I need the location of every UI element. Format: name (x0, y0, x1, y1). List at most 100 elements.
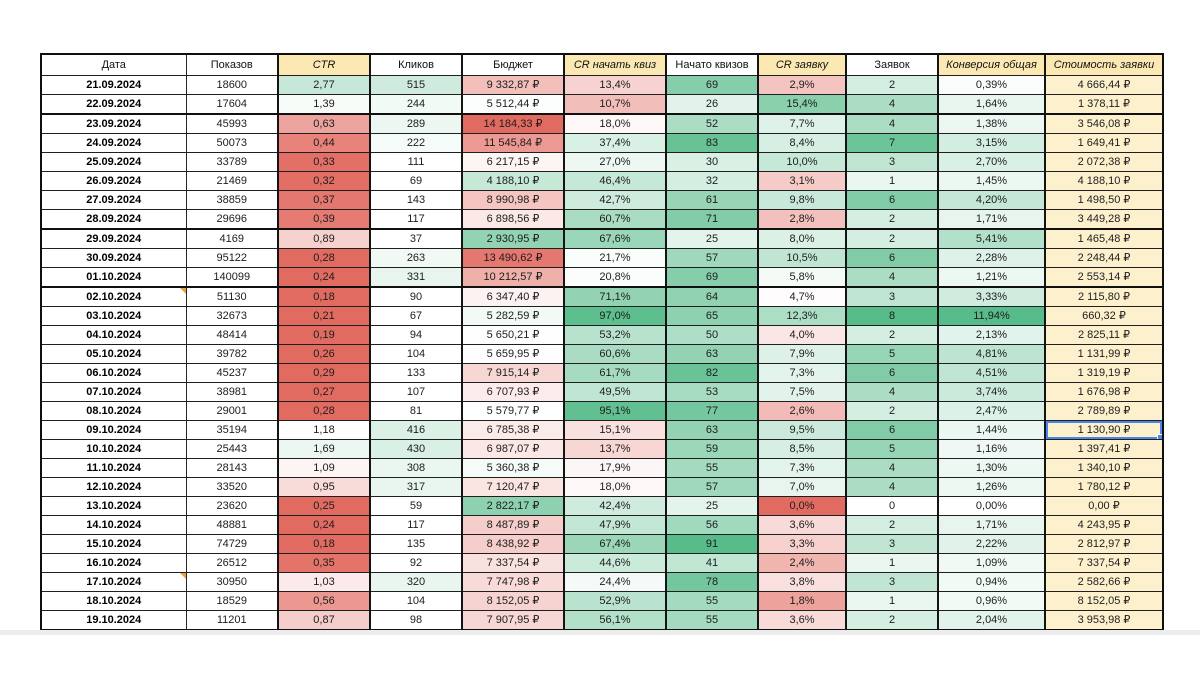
cell-impressions[interactable]: 25443 (186, 439, 279, 459)
cell-cost_per_lead[interactable]: 1 340,10 ₽ (1045, 458, 1164, 478)
cell-cr_quiz_start[interactable]: 21,7% (564, 248, 667, 268)
cell-conversion_total[interactable]: 2,13% (938, 325, 1046, 345)
cell-leads[interactable]: 3 (846, 534, 939, 554)
cell-impressions[interactable]: 33789 (186, 152, 279, 172)
cell-quiz_started[interactable]: 83 (666, 133, 759, 153)
cell-leads[interactable]: 4 (846, 477, 939, 497)
cell-date[interactable]: 16.10.2024 (41, 553, 187, 573)
cell-date[interactable]: 15.10.2024 (41, 534, 187, 554)
cell-budget[interactable]: 7 337,54 ₽ (462, 553, 565, 573)
cell-leads[interactable]: 4 (846, 267, 939, 288)
cell-conversion_total[interactable]: 3,33% (938, 287, 1046, 307)
cell-cost_per_lead[interactable]: 2 812,97 ₽ (1045, 534, 1164, 554)
column-header-leads[interactable]: Заявок (846, 54, 939, 76)
cell-cr_quiz_start[interactable]: 18,0% (564, 477, 667, 497)
cell-quiz_started[interactable]: 30 (666, 152, 759, 172)
cell-cost_per_lead[interactable]: 8 152,05 ₽ (1045, 591, 1164, 611)
cell-ctr[interactable]: 1,18 (278, 420, 371, 440)
cell-date[interactable]: 26.09.2024 (41, 171, 187, 191)
cell-ctr[interactable]: 0,35 (278, 553, 371, 573)
cell-leads[interactable]: 2 (846, 209, 939, 230)
cell-clicks[interactable]: 59 (370, 496, 463, 516)
cell-conversion_total[interactable]: 2,28% (938, 248, 1046, 268)
cell-budget[interactable]: 5 360,38 ₽ (462, 458, 565, 478)
cell-budget[interactable]: 8 438,92 ₽ (462, 534, 565, 554)
cell-leads[interactable]: 5 (846, 344, 939, 364)
cell-quiz_started[interactable]: 82 (666, 363, 759, 383)
cell-conversion_total[interactable]: 2,47% (938, 401, 1046, 421)
cell-leads[interactable]: 4 (846, 94, 939, 115)
cell-cr_quiz_start[interactable]: 53,2% (564, 325, 667, 345)
cell-cr_lead[interactable]: 7,0% (758, 477, 847, 497)
cell-cr_lead[interactable]: 3,6% (758, 515, 847, 535)
cell-cr_lead[interactable]: 8,0% (758, 229, 847, 249)
cell-conversion_total[interactable]: 5,41% (938, 229, 1046, 249)
cell-impressions[interactable]: 33520 (186, 477, 279, 497)
cell-leads[interactable]: 2 (846, 229, 939, 249)
cell-leads[interactable]: 2 (846, 610, 939, 631)
cell-clicks[interactable]: 67 (370, 306, 463, 326)
cell-cr_lead[interactable]: 2,6% (758, 401, 847, 421)
cell-leads[interactable]: 7 (846, 133, 939, 153)
cell-leads[interactable]: 4 (846, 114, 939, 134)
cell-leads[interactable]: 6 (846, 248, 939, 268)
cell-quiz_started[interactable]: 63 (666, 420, 759, 440)
cell-budget[interactable]: 5 659,95 ₽ (462, 344, 565, 364)
cell-leads[interactable]: 8 (846, 306, 939, 326)
cell-cost_per_lead[interactable]: 7 337,54 ₽ (1045, 553, 1164, 573)
column-header-cr_quiz_start[interactable]: CR начать квиз (564, 54, 667, 76)
cell-cost_per_lead[interactable]: 1 319,19 ₽ (1045, 363, 1164, 383)
cell-date[interactable]: 04.10.2024 (41, 325, 187, 345)
cell-cr_quiz_start[interactable]: 56,1% (564, 610, 667, 631)
cell-leads[interactable]: 2 (846, 401, 939, 421)
cell-date[interactable]: 10.10.2024 (41, 439, 187, 459)
cell-cost_per_lead[interactable]: 2 825,11 ₽ (1045, 325, 1164, 345)
column-header-cr_lead[interactable]: CR заявку (758, 54, 847, 76)
cell-quiz_started[interactable]: 26 (666, 94, 759, 115)
cell-leads[interactable]: 4 (846, 382, 939, 402)
cell-quiz_started[interactable]: 65 (666, 306, 759, 326)
cell-cr_quiz_start[interactable]: 44,6% (564, 553, 667, 573)
cell-cost_per_lead[interactable]: 2 248,44 ₽ (1045, 248, 1164, 268)
cell-cr_lead[interactable]: 7,3% (758, 458, 847, 478)
cell-ctr[interactable]: 0,56 (278, 591, 371, 611)
cell-cr_lead[interactable]: 4,7% (758, 287, 847, 307)
cell-budget[interactable]: 11 545,84 ₽ (462, 133, 565, 153)
cell-impressions[interactable]: 50073 (186, 133, 279, 153)
cell-date[interactable]: 05.10.2024 (41, 344, 187, 364)
cell-leads[interactable]: 5 (846, 439, 939, 459)
cell-cost_per_lead[interactable]: 1 498,50 ₽ (1045, 190, 1164, 210)
cell-budget[interactable]: 5 650,21 ₽ (462, 325, 565, 345)
cell-cr_lead[interactable]: 9,8% (758, 190, 847, 210)
cell-date[interactable]: 23.09.2024 (41, 114, 187, 134)
cell-leads[interactable]: 1 (846, 553, 939, 573)
cell-cr_lead[interactable]: 3,3% (758, 534, 847, 554)
cell-cr_lead[interactable]: 3,6% (758, 610, 847, 631)
cell-ctr[interactable]: 0,87 (278, 610, 371, 631)
cell-cr_quiz_start[interactable]: 97,0% (564, 306, 667, 326)
cell-cr_quiz_start[interactable]: 13,4% (564, 75, 667, 95)
cell-impressions[interactable]: 21469 (186, 171, 279, 191)
cell-date[interactable]: 08.10.2024 (41, 401, 187, 421)
cell-ctr[interactable]: 0,63 (278, 114, 371, 134)
cell-quiz_started[interactable]: 52 (666, 114, 759, 134)
cell-budget[interactable]: 5 579,77 ₽ (462, 401, 565, 421)
cell-conversion_total[interactable]: 4,81% (938, 344, 1046, 364)
cell-date[interactable]: 14.10.2024 (41, 515, 187, 535)
cell-clicks[interactable]: 289 (370, 114, 463, 134)
cell-date[interactable]: 30.09.2024 (41, 248, 187, 268)
cell-date[interactable]: 29.09.2024 (41, 229, 187, 249)
cell-impressions[interactable]: 29696 (186, 209, 279, 230)
cell-quiz_started[interactable]: 57 (666, 248, 759, 268)
cell-budget[interactable]: 6 707,93 ₽ (462, 382, 565, 402)
cell-clicks[interactable]: 320 (370, 572, 463, 592)
cell-leads[interactable]: 3 (846, 287, 939, 307)
cell-conversion_total[interactable]: 2,70% (938, 152, 1046, 172)
cell-ctr[interactable]: 0,24 (278, 515, 371, 535)
cell-leads[interactable]: 3 (846, 572, 939, 592)
cell-cr_lead[interactable]: 3,8% (758, 572, 847, 592)
cell-cr_lead[interactable]: 2,8% (758, 209, 847, 230)
cell-budget[interactable]: 14 184,33 ₽ (462, 114, 565, 134)
cell-clicks[interactable]: 515 (370, 75, 463, 95)
cell-cost_per_lead[interactable]: 1 397,41 ₽ (1045, 439, 1164, 459)
